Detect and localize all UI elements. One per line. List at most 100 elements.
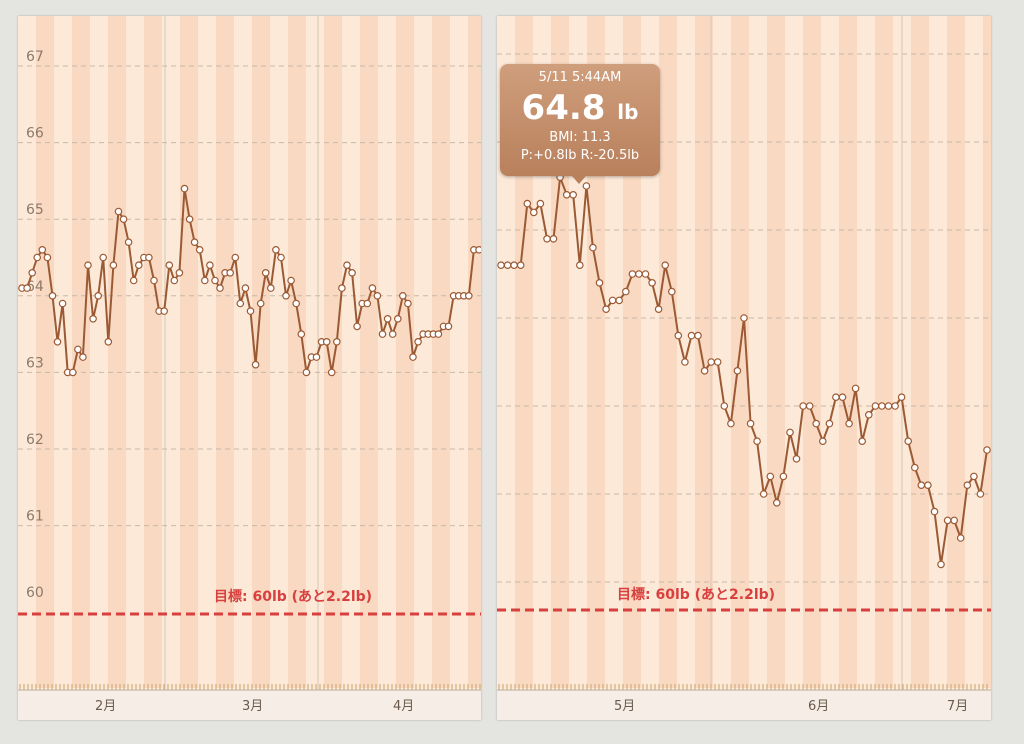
weight-point [94,291,103,300]
weight-point [700,366,709,375]
weight-point [398,291,407,300]
background-band [324,16,342,688]
weight-point [510,261,518,270]
weight-point [536,199,545,208]
weight-point [58,299,67,308]
weight-point [694,331,702,340]
background-band [875,16,893,688]
background-bands [18,16,481,688]
weight-point [582,182,591,190]
x-axis-bar [18,690,481,720]
weight-point [956,534,965,542]
weight-point [838,393,847,402]
weight-point [160,307,169,315]
y-tick-label: 60 [26,585,44,601]
background-band [551,16,569,688]
background-band [90,16,108,688]
weight-point [312,353,321,361]
weight-point [282,291,290,300]
background-band [767,16,785,688]
weight-point [884,402,893,410]
weight-point [891,402,899,410]
background-band [713,16,731,688]
weight-point [622,287,630,296]
weight-point [368,284,377,292]
weight-point [150,276,158,285]
weight-point [832,393,840,402]
weight-point [348,268,356,277]
background-band [234,16,252,688]
weight-point [363,299,372,308]
weight-point [231,253,240,262]
weight-point [529,208,538,217]
tooltip-time: 5/11 5:44AM [538,70,622,85]
weight-point [779,472,788,481]
background-band [36,16,54,688]
weight-point [648,278,656,287]
background-band [587,16,605,688]
weight-point [602,305,610,314]
background-band [18,16,36,688]
background-band [360,16,378,688]
weight-point [343,261,351,270]
x-tick-label: 7月 [947,699,968,714]
background-band [306,16,324,688]
weight-point [180,184,189,193]
background-band [378,16,396,688]
background-band [965,16,983,688]
background-band [450,16,468,688]
background-band [270,16,288,688]
y-tick-label: 66 [26,126,44,142]
weight-point [292,299,301,308]
weight-point [261,268,270,277]
weight-point [206,261,214,270]
weight-chart-left[interactable]: 67 66 65 64 63 62 61 60 2月 3月 4月 目標: 60lb (あと2.2lb… [18,16,481,720]
goal-label-left: 目標: 60lb (あと2.2lb) [214,589,373,605]
x-tick-label: 6月 [808,699,829,714]
weight-point [165,261,174,270]
background-band [180,16,198,688]
weight-point [48,291,57,300]
background-band [515,16,533,688]
weight-chart-right[interactable]: 5月 6月 7月 目標: 60lb (あと2.2lb) 5/11 5:44AM 64… [497,16,991,720]
weight-point [589,243,597,252]
weight-point [404,299,412,308]
weight-point [910,463,919,472]
weight-point [523,199,532,208]
weight-point [707,358,716,366]
weight-point [661,261,670,270]
goal-label-right: 目標: 60lb (あと2.2lb) [617,587,776,603]
weight-point [89,314,97,323]
weight-point [766,472,775,481]
weight-point [759,490,768,498]
weight-point [84,261,92,270]
weight-point [28,268,37,277]
weight-point [114,207,123,216]
weight-point [668,287,676,296]
weight-point [332,337,341,346]
weight-point [858,437,867,446]
background-band [216,16,234,688]
weight-point [302,368,311,377]
weight-point [322,337,331,346]
background-band [929,16,947,688]
weight-point [595,278,604,287]
weight-point [475,246,481,254]
weight-point [753,437,761,446]
weight-point [256,299,265,308]
weight-point [549,235,558,243]
background-band [749,16,767,688]
background-band [911,16,929,688]
weight-point [226,268,235,277]
weight-point [33,253,42,262]
weight-point [576,261,584,270]
weight-point [917,481,926,490]
weight-chart-left-svg: 67 66 65 64 63 62 61 60 2月 3月 4月 [18,16,481,720]
background-band [803,16,821,688]
background-band [659,16,677,688]
background-band [72,16,90,688]
y-tick-label: 67 [26,49,44,65]
weight-points [497,173,991,569]
weight-point [818,437,827,446]
background-band [947,16,965,688]
